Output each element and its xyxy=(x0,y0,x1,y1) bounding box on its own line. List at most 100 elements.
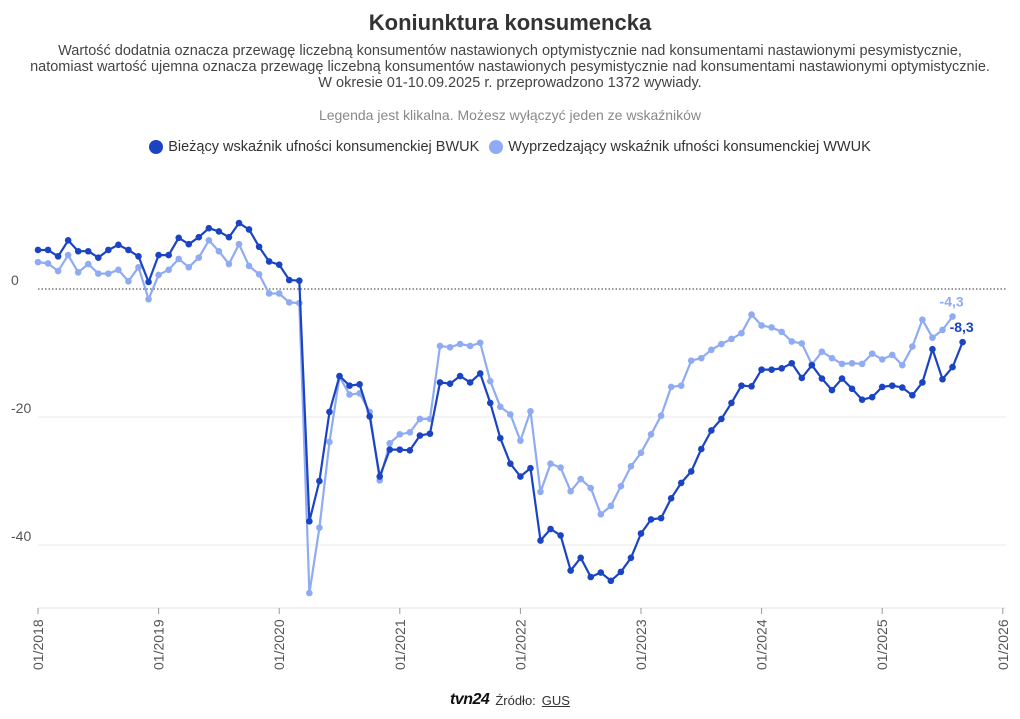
data-point-1 xyxy=(949,313,956,320)
data-point-0 xyxy=(476,370,484,377)
line-chart: 0 -20 -40 01/2018 01/2019 01/2020 01/2021 01/20… xyxy=(11,219,1011,670)
data-point-0 xyxy=(426,430,434,437)
data-point-0 xyxy=(486,399,494,407)
data-point-1 xyxy=(527,407,534,415)
data-point-1 xyxy=(627,462,635,470)
data-point-0 xyxy=(848,385,856,393)
data-point-0 xyxy=(647,516,655,523)
data-point-1 xyxy=(617,482,625,490)
footer: tvn24 Źródło: GUS xyxy=(0,691,1020,709)
data-point-0 xyxy=(949,363,956,371)
data-point-1 xyxy=(275,290,283,297)
data-point-0 xyxy=(718,415,725,423)
data-point-0 xyxy=(285,276,293,284)
data-point-0 xyxy=(185,240,193,248)
data-point-0 xyxy=(316,477,323,485)
x-tick-label: 01/2018 xyxy=(30,619,46,670)
data-point-1 xyxy=(215,247,223,255)
data-point-0 xyxy=(929,345,936,353)
legend-dot-wwuk-icon xyxy=(489,140,504,154)
data-point-0 xyxy=(617,568,625,576)
data-point-1 xyxy=(386,439,394,447)
data-point-0 xyxy=(728,399,735,407)
data-point-0 xyxy=(667,494,675,502)
data-point-1 xyxy=(597,510,605,518)
data-point-0 xyxy=(768,366,775,373)
legend-item-wwuk[interactable]: Wyprzedzający wskaźnik ufności konsumenc… xyxy=(489,139,871,155)
legend-dot-bwuk-icon xyxy=(149,140,164,154)
data-point-1 xyxy=(517,437,524,444)
data-point-1 xyxy=(818,348,826,356)
data-point-0 xyxy=(336,372,343,380)
data-point-1 xyxy=(306,589,313,597)
data-point-0 xyxy=(346,382,353,389)
data-point-0 xyxy=(366,413,373,420)
data-point-1 xyxy=(456,340,464,348)
data-point-0 xyxy=(466,379,474,386)
data-point-1 xyxy=(587,484,595,492)
data-point-0 xyxy=(356,381,363,388)
data-point-1 xyxy=(416,415,424,423)
data-point-0 xyxy=(406,446,414,454)
data-point-1 xyxy=(607,502,615,510)
data-point-1 xyxy=(748,311,755,318)
x-tick-label: 01/2022 xyxy=(512,619,528,670)
data-point-0 xyxy=(95,254,102,261)
data-point-1 xyxy=(788,338,796,345)
data-point-1 xyxy=(54,267,62,275)
chart-subtitle: Wartość dodatnia oznacza przewagę liczeb… xyxy=(30,43,990,91)
data-point-0 xyxy=(587,573,595,581)
legend-label-wwuk: Wyprzedzający wskaźnik ufności konsumenc… xyxy=(508,139,871,155)
data-point-1 xyxy=(687,357,695,364)
data-point-1 xyxy=(939,326,946,334)
data-point-0 xyxy=(537,537,544,544)
data-point-1 xyxy=(868,350,876,357)
data-point-0 xyxy=(155,251,162,259)
data-point-1 xyxy=(396,430,404,438)
data-point-0 xyxy=(657,514,665,522)
data-point-1 xyxy=(667,383,675,391)
source-link[interactable]: GUS xyxy=(541,692,570,708)
legend-item-bwuk[interactable]: Bieżący wskaźnik ufności konsumenckiej B… xyxy=(149,139,479,155)
data-point-0 xyxy=(959,338,966,346)
y-tick-label: -40 xyxy=(11,528,31,544)
data-point-0 xyxy=(34,246,42,254)
data-point-0 xyxy=(275,261,283,268)
data-point-0 xyxy=(145,278,152,286)
data-point-0 xyxy=(175,234,182,242)
data-point-1 xyxy=(577,475,584,483)
y-tick-label: -20 xyxy=(11,400,31,416)
data-point-1 xyxy=(899,361,906,369)
data-point-1 xyxy=(537,488,544,496)
x-tick-label: 01/2019 xyxy=(151,619,167,670)
data-point-1 xyxy=(285,299,293,306)
legend-label-bwuk: Bieżący wskaźnik ufności konsumenckiej B… xyxy=(168,139,480,155)
data-point-0 xyxy=(436,379,444,386)
data-point-0 xyxy=(677,479,685,487)
data-point-0 xyxy=(577,554,584,562)
data-point-1 xyxy=(758,322,765,329)
data-point-0 xyxy=(698,445,705,453)
data-point-0 xyxy=(868,393,876,401)
data-point-0 xyxy=(828,386,836,394)
data-point-1 xyxy=(84,260,92,268)
data-point-0 xyxy=(858,396,866,404)
data-point-0 xyxy=(84,247,92,255)
data-point-1 xyxy=(567,487,574,495)
data-point-1 xyxy=(235,240,243,248)
data-point-0 xyxy=(255,243,263,251)
data-point-0 xyxy=(74,247,82,255)
data-point-0 xyxy=(296,277,303,284)
data-point-1 xyxy=(346,391,353,398)
data-point-1 xyxy=(798,340,806,347)
data-point-1 xyxy=(637,449,645,457)
data-point-1 xyxy=(155,271,162,279)
data-point-1 xyxy=(647,430,655,438)
data-point-0 xyxy=(748,382,755,390)
data-point-0 xyxy=(165,251,172,259)
data-point-1 xyxy=(728,335,735,343)
data-point-0 xyxy=(517,473,524,480)
data-point-1 xyxy=(738,329,745,337)
data-point-0 xyxy=(818,375,826,382)
data-point-0 xyxy=(607,577,615,585)
